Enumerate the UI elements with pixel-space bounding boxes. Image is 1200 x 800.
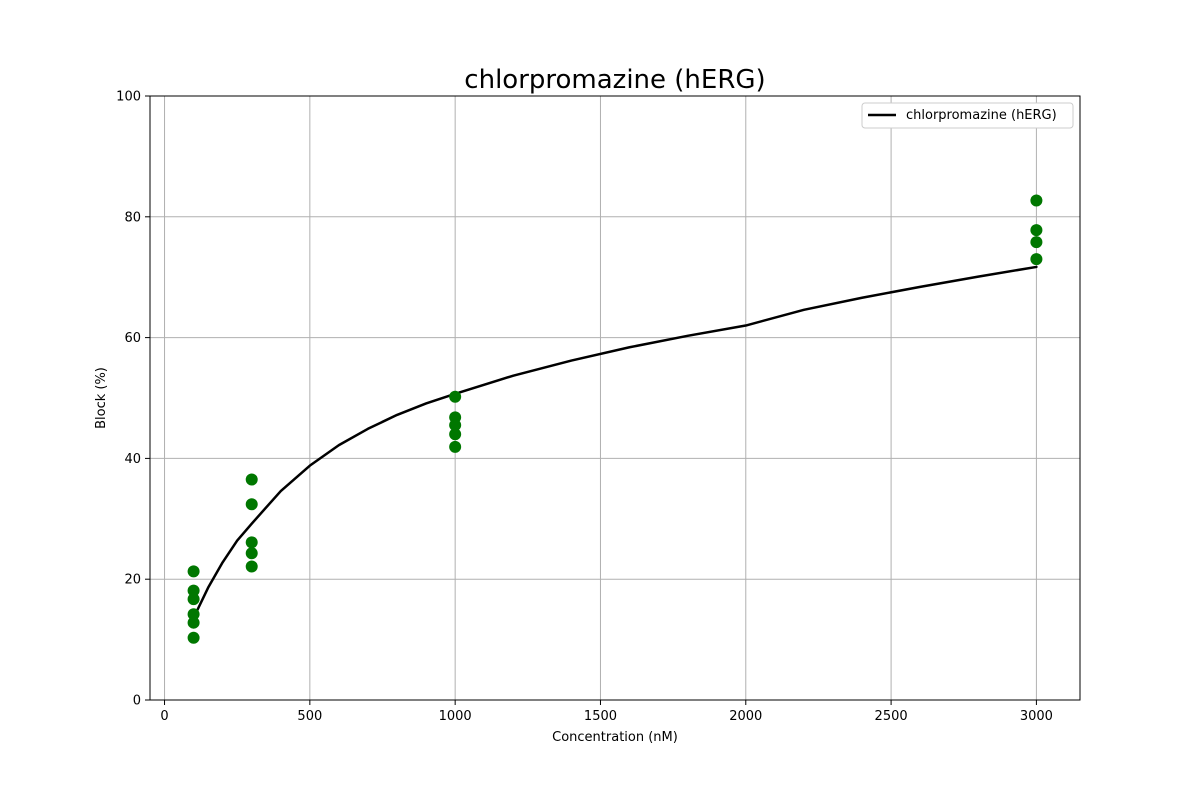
y-tick-label: 0 (133, 694, 141, 709)
y-tick-label: 100 (116, 90, 141, 105)
y-tick-label: 20 (124, 573, 141, 588)
y-tick-label: 40 (124, 452, 141, 467)
x-tick-label: 1000 (439, 709, 472, 724)
x-tick-label: 3000 (1020, 709, 1053, 724)
data-point (1030, 224, 1043, 237)
data-point (245, 547, 258, 560)
data-point (187, 584, 200, 597)
y-tick-label: 80 (124, 210, 141, 225)
x-axis-ticks: 0 500 1000 1500 2000 2500 3000 (160, 700, 1053, 724)
x-tick-label: 2500 (875, 709, 908, 724)
data-point (245, 536, 258, 549)
data-point (1030, 236, 1043, 249)
legend-label: chlorpromazine (hERG) (906, 108, 1057, 123)
fit-line-layer (192, 265, 1038, 620)
data-point (449, 419, 462, 432)
y-axis-ticks: 0 20 40 60 80 100 (116, 90, 150, 709)
x-tick-label: 500 (297, 709, 322, 724)
data-point (1030, 253, 1043, 266)
x-tick-label: 1500 (584, 709, 617, 724)
data-point (245, 560, 258, 573)
data-point (245, 473, 258, 486)
y-axis-label: Block (%) (94, 367, 109, 429)
x-tick-label: 0 (160, 709, 168, 724)
data-point (187, 608, 200, 621)
data-point (187, 593, 200, 606)
data-point (245, 498, 258, 511)
plot-area-frame (149, 95, 1081, 701)
x-tick-label: 2000 (729, 709, 762, 724)
data-points-layer (187, 194, 1043, 644)
data-point (187, 631, 200, 644)
chart-title: chlorpromazine (hERG) (464, 65, 765, 95)
data-point (449, 428, 462, 441)
y-tick-label: 60 (124, 331, 141, 346)
data-point (449, 440, 462, 453)
data-point (187, 565, 200, 578)
fit-curve-line (192, 265, 1038, 620)
data-point (1030, 194, 1043, 207)
data-point (187, 616, 200, 629)
legend: chlorpromazine (hERG) (861, 102, 1074, 129)
data-point (449, 390, 462, 403)
legend-box (861, 102, 1074, 129)
x-axis-label: Concentration (nM) (552, 730, 678, 745)
